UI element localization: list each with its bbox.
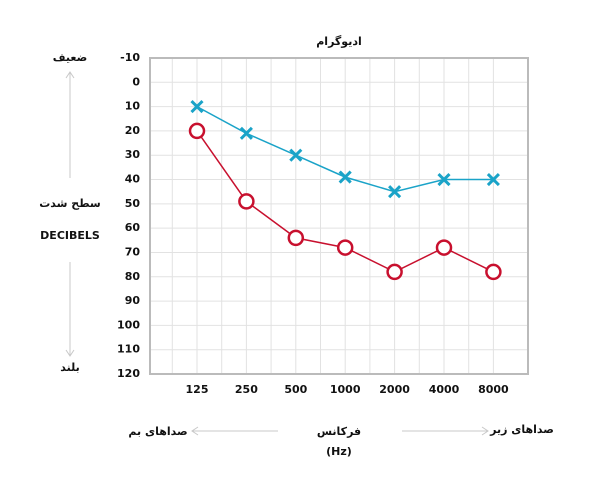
y-label: سطح شدت bbox=[39, 197, 101, 210]
y-tick-label: 120 bbox=[117, 367, 140, 380]
marker-o bbox=[287, 229, 305, 247]
y-label-unit: DECIBELS bbox=[40, 229, 100, 242]
marker-o bbox=[238, 193, 255, 210]
x-tick-label: 500 bbox=[284, 383, 307, 396]
plot-frame bbox=[149, 57, 529, 375]
y-tick-label: 100 bbox=[117, 318, 140, 331]
y-tick-label: 90 bbox=[125, 294, 141, 307]
marker-x-stroke bbox=[338, 170, 352, 184]
chart-title: ادیوگرام bbox=[316, 35, 362, 48]
x-tick-label: 2000 bbox=[379, 383, 410, 396]
marker-x-stroke bbox=[437, 172, 451, 187]
x-tick-label: 8000 bbox=[478, 383, 509, 396]
y-tick-label: 40 bbox=[125, 173, 141, 186]
marker-x bbox=[486, 172, 500, 187]
marker-o bbox=[336, 239, 354, 256]
y-tick-label: 20 bbox=[125, 124, 141, 137]
marker-o bbox=[485, 263, 502, 281]
y-tick-label: 10 bbox=[125, 100, 141, 113]
marker-x bbox=[338, 170, 352, 184]
marker-x bbox=[190, 100, 204, 114]
y-tick-label: -10 bbox=[120, 51, 140, 64]
marker-x bbox=[437, 172, 451, 187]
marker-x bbox=[388, 185, 402, 199]
y-tick-label: 70 bbox=[125, 245, 141, 258]
x-tick-label: 250 bbox=[235, 383, 258, 396]
y-tick-label: 30 bbox=[125, 148, 141, 161]
x-tick-label: 125 bbox=[186, 383, 209, 396]
arrows bbox=[65, 71, 489, 436]
marker-x-stroke bbox=[289, 148, 303, 162]
marker-x-stroke bbox=[239, 126, 253, 140]
x-label-unit: (Hz) bbox=[326, 445, 352, 458]
y-tick-label: 50 bbox=[125, 197, 141, 210]
y-tick-label: 0 bbox=[132, 75, 140, 88]
y-tick-label: 60 bbox=[125, 221, 141, 234]
y-tick-label: 80 bbox=[125, 270, 141, 283]
marker-o bbox=[435, 239, 453, 256]
y-label-top: ضعیف bbox=[53, 51, 87, 64]
x-label-right: صداهای زیر bbox=[489, 423, 554, 436]
marker-o bbox=[188, 122, 206, 140]
x-label-left: صداهای بم bbox=[128, 425, 187, 438]
y-tick-label: 110 bbox=[117, 343, 140, 356]
marker-x-stroke bbox=[486, 172, 500, 187]
marker-o bbox=[386, 263, 403, 281]
marker-x-stroke bbox=[388, 185, 402, 199]
marker-x-stroke bbox=[190, 100, 204, 114]
y-label-bottom: بلند bbox=[60, 361, 79, 374]
marker-x bbox=[239, 126, 253, 140]
marker-x bbox=[289, 148, 303, 162]
x-tick-label: 4000 bbox=[429, 383, 460, 396]
x-label: فرکانس bbox=[317, 425, 361, 438]
x-tick-label: 1000 bbox=[330, 383, 361, 396]
